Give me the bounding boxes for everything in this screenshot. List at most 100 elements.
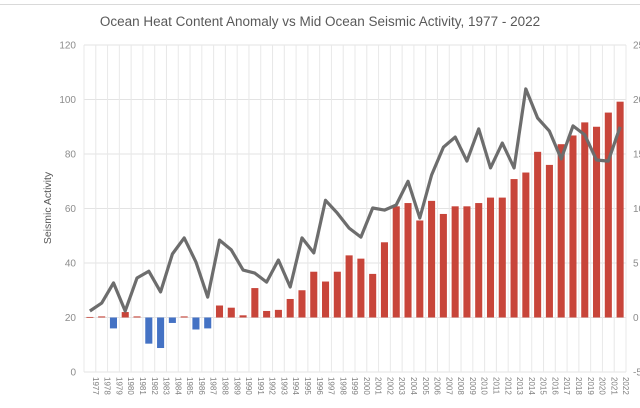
bar-1980 <box>122 312 129 317</box>
bar-1995 <box>298 290 305 317</box>
bar-2007 <box>440 214 447 318</box>
x-tick-label: 2005 <box>421 377 430 395</box>
bar-2012 <box>499 198 506 318</box>
bar-2011 <box>487 198 494 318</box>
y-right-tick-label: 15 <box>633 150 640 161</box>
x-tick-label: 2001 <box>374 377 383 395</box>
bar-1984 <box>169 318 176 323</box>
y-tick-label: 120 <box>59 41 76 52</box>
x-tick-label: 2003 <box>397 377 406 395</box>
bar-2006 <box>428 201 435 318</box>
x-tick-label: 2006 <box>433 377 442 395</box>
x-tick-label: 2016 <box>550 377 559 395</box>
y-tick-label: 100 <box>59 95 76 106</box>
x-tick-label: 1990 <box>244 377 253 395</box>
x-tick-label: 1978 <box>103 377 112 395</box>
y-tick-label: 40 <box>65 259 77 270</box>
y-right-tick-label: 25 <box>633 41 640 52</box>
x-tick-label: 1984 <box>173 377 182 395</box>
x-tick-label: 2002 <box>385 377 394 395</box>
x-tick-label: 1997 <box>327 377 336 395</box>
x-tick-label: 2007 <box>444 377 453 395</box>
x-tick-label: 1985 <box>185 377 194 395</box>
x-tick-label: 1983 <box>162 377 171 395</box>
bar-2015 <box>534 152 541 318</box>
y-right-tick-label: 20 <box>633 95 640 106</box>
y-tick-label: 80 <box>65 150 77 161</box>
x-tick-label: 2000 <box>362 377 371 395</box>
bar-1997 <box>322 282 329 318</box>
bar-1990 <box>240 315 247 317</box>
x-tick-label: 1980 <box>126 377 135 395</box>
x-tick-label: 1993 <box>279 377 288 395</box>
bar-2010 <box>475 203 482 317</box>
x-tick-label: 2020 <box>598 377 607 395</box>
x-tick-label: 1987 <box>209 377 218 395</box>
bar-2005 <box>416 220 423 317</box>
bar-1979 <box>110 318 117 329</box>
x-tick-label: 2017 <box>562 377 571 395</box>
bar-1988 <box>216 306 223 318</box>
bar-2019 <box>581 122 588 317</box>
bar-2000 <box>357 259 364 318</box>
bar-2004 <box>404 203 411 317</box>
x-tick-label: 2014 <box>527 377 536 395</box>
x-tick-label: 2015 <box>539 377 548 395</box>
bar-1989 <box>228 308 235 318</box>
x-tick-label: 2008 <box>456 377 465 395</box>
y-right-tick-label: 0 <box>633 313 639 324</box>
bar-2003 <box>393 206 400 317</box>
bar-2013 <box>511 179 518 317</box>
x-tick-label: 2013 <box>515 377 524 395</box>
bar-1981 <box>133 316 140 317</box>
x-tick-label: 1992 <box>268 377 277 395</box>
bar-1977 <box>86 317 93 318</box>
x-tick-label: 2011 <box>492 377 501 395</box>
x-tick-label: 2019 <box>586 377 595 395</box>
bar-1986 <box>192 318 199 330</box>
x-tick-label: 2018 <box>574 377 583 395</box>
bar-2014 <box>522 173 529 318</box>
x-tick-label: 2010 <box>480 377 489 395</box>
bar-1987 <box>204 318 211 329</box>
x-tick-label: 1996 <box>315 377 324 395</box>
bar-1991 <box>251 288 258 317</box>
x-tick-label: 1982 <box>150 377 159 395</box>
x-tick-label: 1994 <box>291 377 300 395</box>
x-tick-label: 1998 <box>338 377 347 395</box>
bar-2017 <box>558 144 565 317</box>
x-tick-label: 1989 <box>232 377 241 395</box>
y-right-tick-label: 5 <box>633 259 639 270</box>
bar-1978 <box>98 316 105 317</box>
bar-2016 <box>546 165 553 318</box>
x-tick-label: 1977 <box>91 377 100 395</box>
bar-2001 <box>369 274 376 318</box>
x-tick-label: 1995 <box>303 377 312 395</box>
x-tick-label: 1999 <box>350 377 359 395</box>
y-right-tick-label: 10 <box>633 204 640 215</box>
x-tick-label: 1988 <box>221 377 230 395</box>
y-tick-label: 0 <box>70 368 76 379</box>
bar-2002 <box>381 242 388 317</box>
x-tick-label: 1986 <box>197 377 206 395</box>
y-tick-label: 20 <box>65 313 77 324</box>
bar-1996 <box>310 272 317 318</box>
bar-1998 <box>334 272 341 318</box>
x-tick-label: 2022 <box>621 377 630 395</box>
bar-2021 <box>605 113 612 318</box>
bar-1994 <box>287 299 294 318</box>
bar-2018 <box>569 135 576 317</box>
x-tick-label: 2021 <box>609 377 618 395</box>
bar-1992 <box>263 311 270 318</box>
x-tick-label: 1981 <box>138 377 147 395</box>
x-tick-label: 2012 <box>503 377 512 395</box>
x-tick-label: 2004 <box>409 377 418 395</box>
x-tick-label: 1979 <box>114 377 123 395</box>
bar-1985 <box>181 316 188 317</box>
bar-2008 <box>452 206 459 317</box>
y-right-tick-label: -5 <box>633 368 640 379</box>
y-tick-label: 60 <box>65 204 77 215</box>
bar-1993 <box>275 310 282 318</box>
bar-1982 <box>145 318 152 344</box>
